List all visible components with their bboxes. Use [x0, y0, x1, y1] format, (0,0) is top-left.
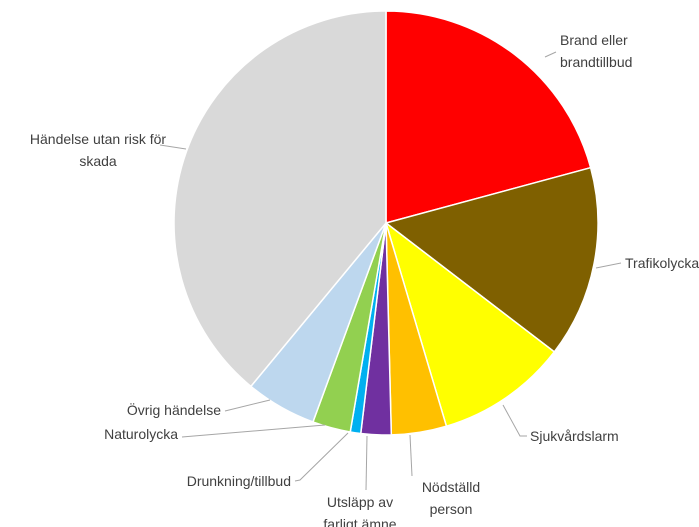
pie-slice-2	[384, 166, 599, 353]
leader-line-9	[159, 144, 187, 150]
leader-line-2	[595, 262, 622, 269]
leader-line-5	[365, 435, 368, 491]
pie-slice-1	[385, 10, 592, 224]
pie-slice-9	[173, 10, 387, 388]
leader-line-6	[294, 432, 349, 482]
slice-label-8: Övrig händelse	[127, 401, 221, 418]
slice-label-7: Naturolycka	[104, 426, 178, 442]
leader-lines	[159, 51, 622, 491]
slice-label-4: Nödställd person	[422, 479, 480, 517]
leader-line-1	[544, 51, 557, 58]
slice-label-1: Brand eller brandtillbud	[560, 32, 632, 70]
leader-line-3	[502, 404, 527, 437]
slice-label-9: Händelse utan risk för skada	[30, 131, 167, 169]
pie-slice-3	[384, 221, 556, 428]
slice-label-3: Sjukvårdslarm	[530, 428, 619, 444]
slice-label-5: Utsläpp av farligt ämne	[323, 494, 396, 527]
slice-labels: Brand eller brandtillbud Trafikolycka Sjukv…	[30, 32, 699, 527]
leader-line-8	[224, 399, 271, 412]
pie-slices	[173, 10, 599, 436]
slice-label-2: Trafikolycka	[625, 255, 699, 271]
leader-line-7	[181, 424, 326, 438]
slice-label-6: Drunkning/tillbud	[187, 473, 291, 489]
leader-line-4	[409, 434, 413, 477]
